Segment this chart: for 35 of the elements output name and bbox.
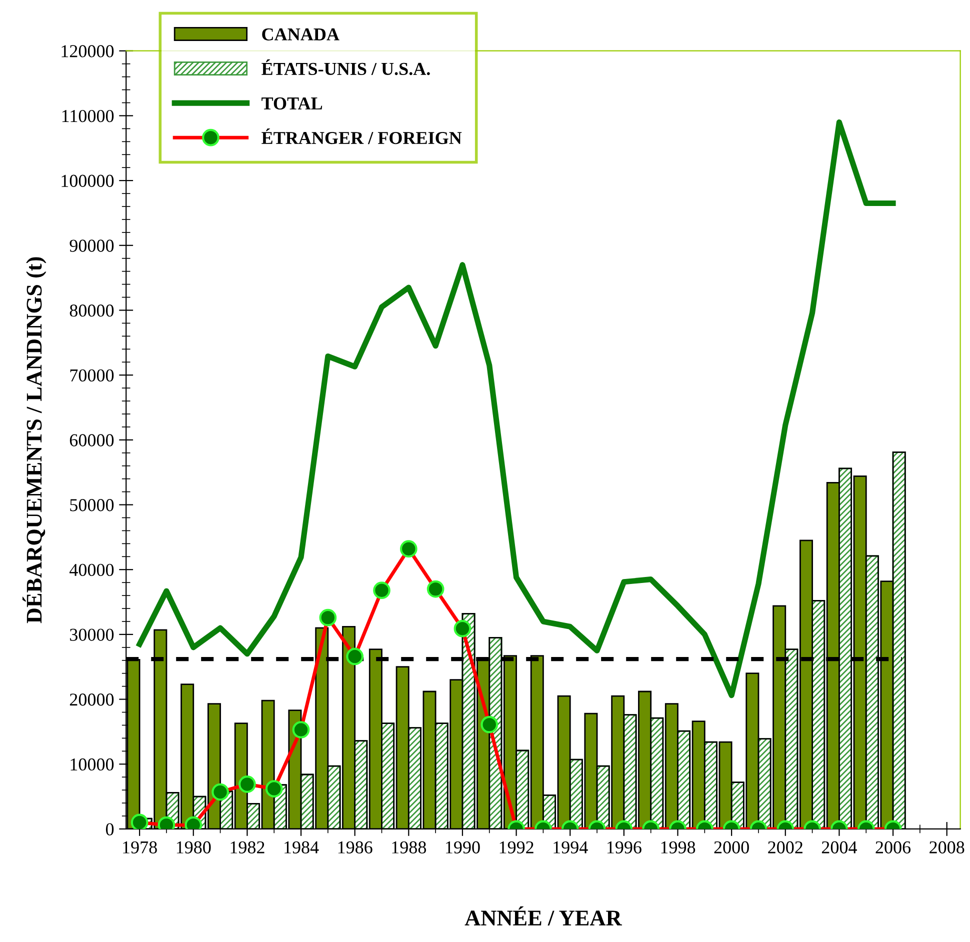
y-tick-label: 0	[106, 823, 114, 836]
legend-label: ÉTATS-UNIS / U.S.A.	[262, 59, 430, 76]
x-tick-label: 2008	[930, 841, 964, 854]
y-axis-title: DÉBARQUEMENTS / LANDINGS (t)	[22, 257, 46, 624]
x-tick-label: 1988	[392, 841, 426, 854]
x-tick-label: 1982	[230, 841, 264, 854]
x-tick-label: 2000	[714, 841, 749, 854]
x-tick-label: 1994	[554, 841, 588, 854]
y-tick-label: 60000	[70, 434, 114, 446]
x-axis-title: ANNÉE / YEAR	[464, 906, 622, 926]
x-tick-label: 1992	[500, 841, 534, 854]
y-tick-label: 110000	[62, 110, 114, 122]
x-tick-label: 2002	[768, 841, 802, 854]
legend-label: CANADA	[262, 28, 340, 40]
x-tick-label: 1998	[661, 841, 696, 854]
y-tick-label: 20000	[70, 694, 114, 706]
x-tick-label: 1984	[284, 841, 319, 854]
x-tick-label: 1990	[446, 841, 480, 854]
x-tick-label: 1978	[123, 841, 157, 854]
y-tick-label: 10000	[70, 758, 114, 771]
x-tick-label: 1996	[607, 841, 642, 854]
legend-label: ÉTRANGER / FOREIGN	[262, 128, 462, 144]
x-tick-label: 1986	[338, 841, 372, 854]
y-tick-label: 50000	[70, 499, 114, 512]
x-tick-label: 2004	[822, 841, 857, 854]
y-tick-label: 100000	[62, 174, 114, 187]
legend-label: TOTAL	[262, 97, 322, 110]
y-tick-label: 80000	[70, 304, 114, 317]
y-tick-label: 90000	[70, 240, 114, 252]
y-tick-label: 30000	[70, 628, 114, 641]
x-tick-label: 2006	[876, 841, 911, 854]
y-tick-label: 40000	[70, 564, 114, 576]
y-tick-label: 70000	[70, 369, 114, 382]
x-tick-label: 1980	[176, 841, 211, 854]
y-tick-label: 120000	[62, 45, 114, 58]
